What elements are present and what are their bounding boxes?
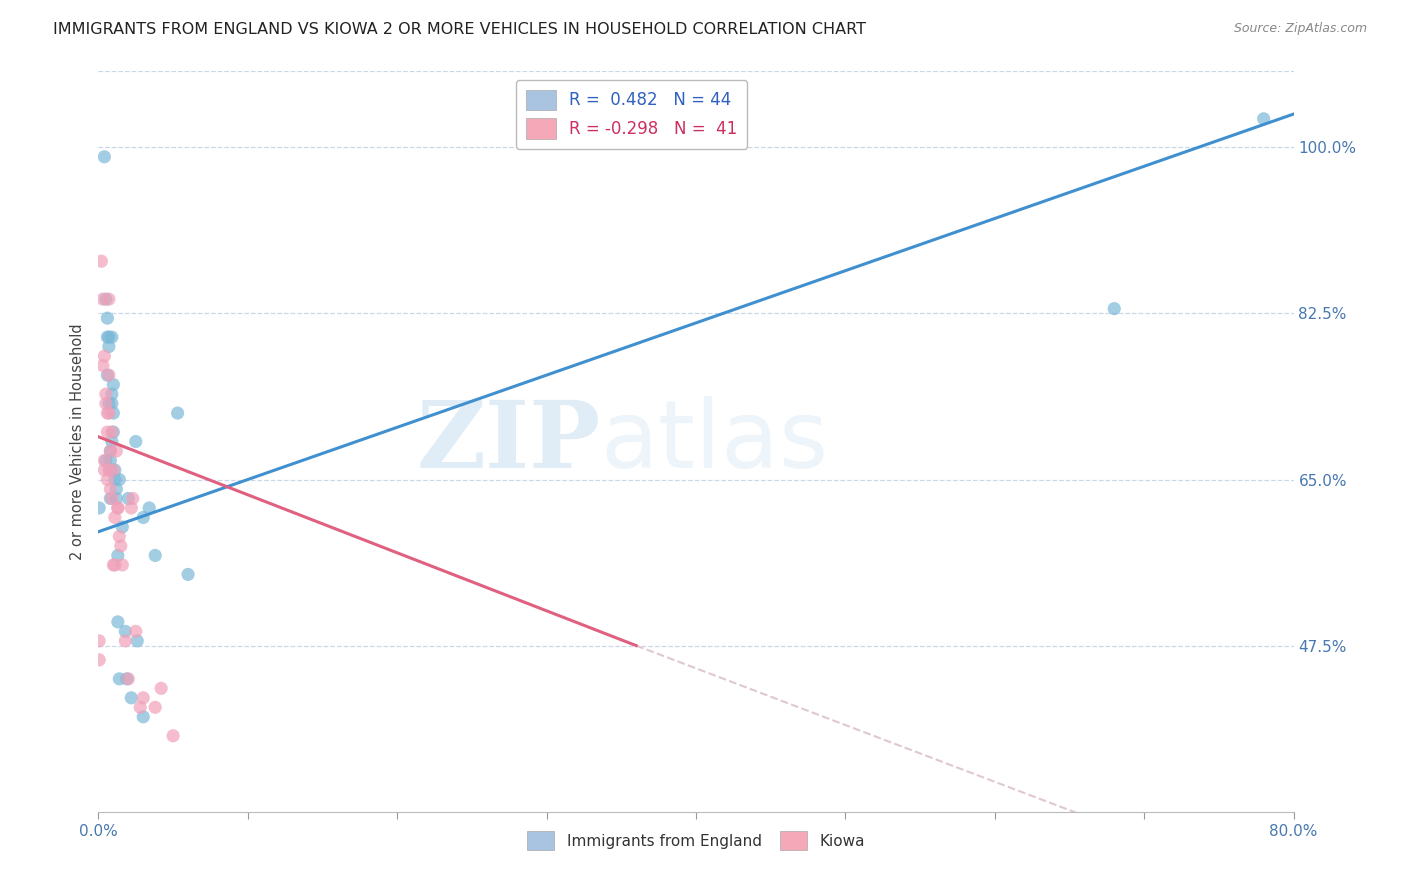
Point bbox=[103, 406, 125, 420]
Point bbox=[166, 406, 188, 420]
Point bbox=[104, 473, 127, 487]
Point bbox=[93, 463, 115, 477]
Point bbox=[117, 491, 139, 506]
Point bbox=[104, 510, 127, 524]
Point bbox=[132, 690, 155, 705]
Point bbox=[117, 672, 139, 686]
Point bbox=[97, 340, 120, 354]
Point bbox=[96, 311, 118, 326]
Point bbox=[103, 463, 125, 477]
Point bbox=[120, 500, 142, 515]
Point bbox=[90, 254, 112, 268]
Point bbox=[1104, 301, 1126, 316]
Point bbox=[98, 482, 122, 496]
Point bbox=[105, 482, 128, 496]
Point bbox=[143, 700, 166, 714]
Text: ZIP: ZIP bbox=[416, 397, 600, 486]
Point bbox=[108, 672, 131, 686]
Point bbox=[138, 500, 160, 515]
Point bbox=[101, 425, 124, 439]
Point bbox=[108, 473, 131, 487]
Point bbox=[96, 425, 118, 439]
Point bbox=[108, 529, 131, 543]
Point bbox=[98, 444, 122, 458]
Point bbox=[97, 330, 120, 344]
Point bbox=[96, 330, 118, 344]
Point bbox=[162, 729, 184, 743]
Point bbox=[132, 510, 155, 524]
Point bbox=[96, 406, 118, 420]
Text: atlas: atlas bbox=[600, 395, 828, 488]
Point bbox=[103, 558, 125, 572]
Point bbox=[111, 520, 134, 534]
Point bbox=[98, 444, 122, 458]
Point bbox=[98, 453, 122, 467]
Point bbox=[93, 349, 115, 363]
Point bbox=[107, 549, 129, 563]
Text: IMMIGRANTS FROM ENGLAND VS KIOWA 2 OR MORE VEHICLES IN HOUSEHOLD CORRELATION CHA: IMMIGRANTS FROM ENGLAND VS KIOWA 2 OR MO… bbox=[53, 22, 866, 37]
Point bbox=[93, 453, 115, 467]
Point bbox=[107, 500, 129, 515]
Point bbox=[103, 425, 125, 439]
Point bbox=[101, 387, 124, 401]
Point bbox=[89, 653, 111, 667]
Point bbox=[96, 368, 118, 383]
Point bbox=[97, 396, 120, 410]
Point bbox=[105, 444, 128, 458]
Point bbox=[101, 330, 124, 344]
Point bbox=[98, 491, 122, 506]
Point bbox=[101, 491, 124, 506]
Point bbox=[120, 690, 142, 705]
Point bbox=[89, 500, 111, 515]
Point bbox=[101, 434, 124, 449]
Point bbox=[107, 500, 129, 515]
Point bbox=[97, 292, 120, 306]
Point bbox=[114, 633, 136, 648]
Point bbox=[105, 491, 128, 506]
Point bbox=[104, 558, 127, 572]
Point bbox=[94, 453, 117, 467]
Point bbox=[110, 539, 132, 553]
Point bbox=[129, 700, 152, 714]
Point bbox=[1253, 112, 1275, 126]
Point bbox=[150, 681, 173, 696]
Point bbox=[94, 387, 117, 401]
Point bbox=[125, 624, 148, 639]
Point bbox=[114, 624, 136, 639]
Point bbox=[94, 292, 117, 306]
Point bbox=[91, 292, 114, 306]
Point bbox=[104, 463, 127, 477]
Point bbox=[97, 368, 120, 383]
Point bbox=[103, 377, 125, 392]
Point bbox=[115, 672, 138, 686]
Text: Source: ZipAtlas.com: Source: ZipAtlas.com bbox=[1233, 22, 1367, 36]
Point bbox=[97, 406, 120, 420]
Point bbox=[177, 567, 200, 582]
Point bbox=[96, 473, 118, 487]
Point bbox=[127, 633, 149, 648]
Point bbox=[107, 615, 129, 629]
Point bbox=[91, 359, 114, 373]
Point bbox=[101, 396, 124, 410]
Point bbox=[121, 491, 143, 506]
Point bbox=[111, 558, 134, 572]
Point bbox=[143, 549, 166, 563]
Point bbox=[97, 463, 120, 477]
Point bbox=[93, 150, 115, 164]
Legend: Immigrants from England, Kiowa: Immigrants from England, Kiowa bbox=[520, 825, 872, 856]
Point bbox=[132, 710, 155, 724]
Point bbox=[98, 463, 122, 477]
Point bbox=[94, 396, 117, 410]
Point bbox=[89, 633, 111, 648]
Y-axis label: 2 or more Vehicles in Household: 2 or more Vehicles in Household bbox=[70, 323, 86, 560]
Point bbox=[125, 434, 148, 449]
